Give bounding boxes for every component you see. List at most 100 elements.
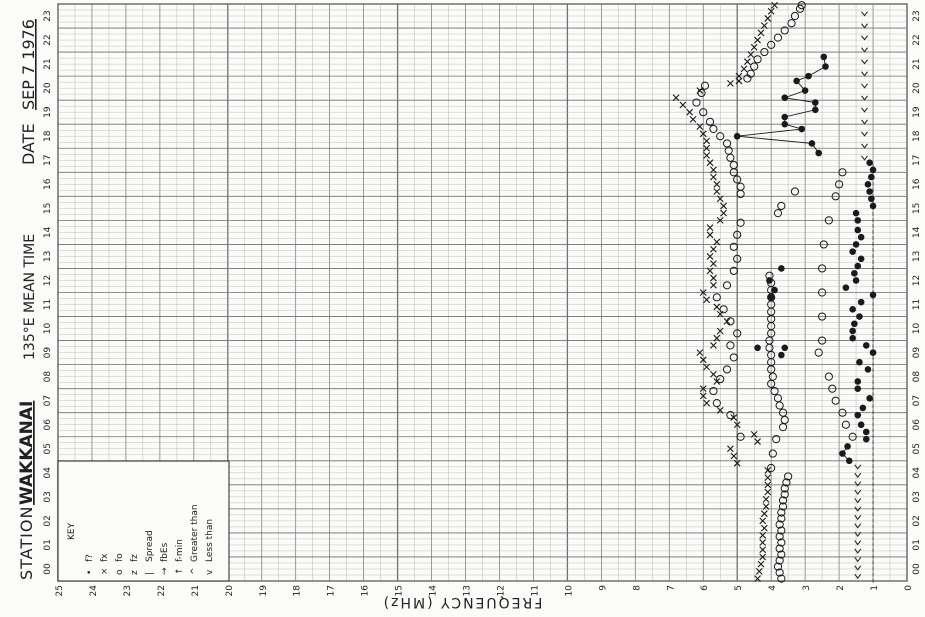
- fo-point: [797, 1, 806, 10]
- fx-point: [713, 180, 721, 188]
- freq-tick-label: 15: [395, 585, 405, 596]
- time-tick-label: 05: [912, 443, 922, 454]
- freq-tick-label: 17: [327, 585, 337, 596]
- fo-point: [772, 435, 781, 444]
- fo-point: [780, 484, 789, 493]
- time-tick-label: 19: [912, 106, 922, 118]
- frequency-ticks: 25 24 23 22 21 20 19 18 17 16 15 14 13 12 11 10 9 8 7 6 5 4 3 2…: [55, 585, 914, 597]
- fo-point: [778, 496, 788, 505]
- legend-label: Greater than: [190, 504, 200, 562]
- f-unknown-point: [854, 378, 862, 385]
- fx-point: [750, 43, 758, 51]
- legend-label: fo: [115, 553, 125, 562]
- fo-point: [775, 520, 784, 529]
- f-unknown-point: [793, 77, 800, 85]
- time-tick-label: 17: [43, 155, 53, 166]
- f-unknown-point: [849, 306, 856, 313]
- time-tick-label: 17: [912, 155, 922, 166]
- f-unknown-point: [864, 366, 872, 373]
- less-than-mark: [861, 23, 868, 29]
- fo-point: [838, 168, 847, 177]
- legend-label: Less than: [205, 519, 215, 562]
- freq-tick-label: 24: [89, 585, 99, 597]
- f-unknown-point: [781, 94, 789, 102]
- fx-point: [735, 72, 743, 80]
- fx-point: [686, 108, 694, 116]
- fx-point: [710, 342, 717, 349]
- time-tick-label: 11: [912, 299, 922, 310]
- legend-symbol: ↑: [175, 567, 185, 575]
- time-tick-label: 18: [912, 130, 922, 142]
- fx-point: [703, 363, 711, 371]
- fo-point: [719, 305, 728, 314]
- less-than-mark: [854, 531, 862, 537]
- fo-point: [819, 240, 828, 249]
- fx-point: [716, 406, 724, 414]
- fx-point: [733, 421, 741, 429]
- freq-tick-label: 16: [361, 585, 371, 597]
- f-unknown-point: [856, 358, 863, 366]
- f-unknown-point: [820, 53, 828, 61]
- fx-point: [710, 370, 717, 378]
- f-unknown-point: [869, 291, 877, 299]
- legend-label: Spread: [145, 530, 155, 562]
- fo-point: [736, 182, 745, 191]
- less-than-mark: [854, 472, 862, 479]
- fo-point: [773, 394, 783, 403]
- fo-point: [733, 329, 742, 338]
- freq-tick-label: 0: [904, 585, 914, 591]
- fo-point: [773, 209, 783, 218]
- fo-point: [770, 386, 779, 396]
- fx-point: [723, 317, 731, 325]
- fx-point: [689, 116, 697, 123]
- f-unknown-point: [857, 233, 865, 241]
- data-marks: [672, 1, 877, 583]
- fo-point: [778, 502, 788, 511]
- less-than-mark: [854, 557, 862, 563]
- f-unknown-point: [842, 284, 850, 291]
- fo-point: [838, 408, 847, 417]
- fo-point: [775, 556, 784, 565]
- fx-point: [703, 144, 711, 152]
- time-tick-label: 13: [43, 251, 53, 262]
- fo-point: [753, 55, 762, 64]
- fo-point: [746, 69, 755, 78]
- fo-point: [733, 175, 742, 184]
- f-unknown-point: [854, 385, 862, 392]
- fx-point: [764, 488, 772, 496]
- fo-point: [818, 312, 827, 321]
- time-tick-label: 05: [43, 443, 53, 454]
- fx-point: [727, 445, 734, 453]
- less-than-mark: [854, 506, 862, 512]
- fx-point: [750, 430, 758, 438]
- fo-point: [777, 574, 786, 583]
- time-tick-label: 07: [43, 395, 53, 406]
- f-unknown-point: [868, 173, 875, 181]
- fo-point: [699, 108, 708, 117]
- f-unknown-point: [822, 63, 829, 70]
- y-axis-label: FREQUENCY (MHz): [382, 594, 543, 610]
- freq-tick-label: 2: [836, 585, 846, 591]
- fo-point: [777, 526, 786, 535]
- time-tick-label: 06: [43, 419, 53, 431]
- fx-point: [764, 481, 772, 489]
- fo-point: [709, 386, 718, 396]
- f-unknown-point: [859, 404, 867, 412]
- fo-point: [773, 33, 783, 42]
- fx-point: [730, 414, 738, 421]
- time-tick-label: 15: [912, 203, 922, 214]
- fo-point: [778, 408, 788, 417]
- f-unknown-point: [844, 443, 851, 450]
- freq-tick-label: 14: [429, 585, 439, 597]
- f-unknown-point: [856, 313, 863, 320]
- less-than-mark: [861, 107, 868, 113]
- f-unknown-point: [857, 255, 865, 263]
- legend-symbol: |: [145, 572, 155, 575]
- legend-symbol: •: [85, 570, 95, 575]
- fo-point: [773, 562, 783, 571]
- f-unknown-point: [798, 125, 806, 133]
- f-unknown-point: [862, 342, 870, 349]
- fo-point: [705, 117, 715, 126]
- fo-point: [775, 568, 784, 577]
- fx-point: [720, 209, 728, 217]
